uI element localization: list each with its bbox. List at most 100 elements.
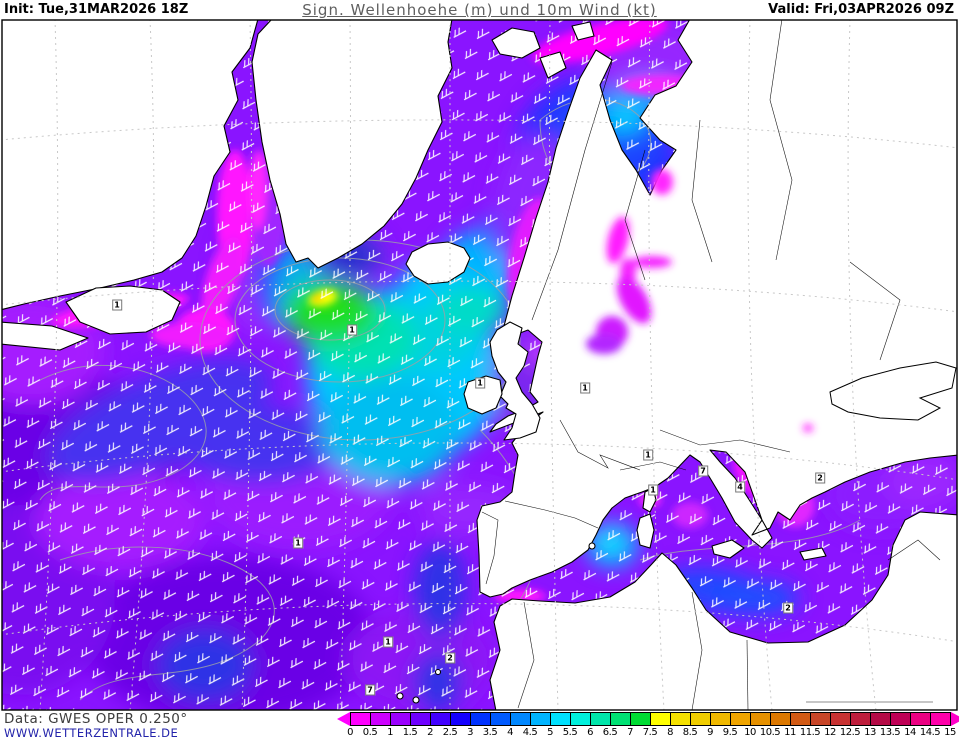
- contour-label: 1: [383, 636, 393, 648]
- ireland: [463, 375, 503, 415]
- contour-label: 1: [475, 377, 485, 389]
- black-sea: [829, 361, 957, 421]
- colorbar-tick: 0.5: [362, 727, 378, 738]
- colorbar-cell: [891, 713, 911, 725]
- colorbar-cell: [551, 713, 571, 725]
- eurasia: [476, 20, 957, 598]
- colorbar-cell: [711, 713, 731, 725]
- colorbar-cell: [671, 713, 691, 725]
- wave-height-map: [1, 19, 958, 711]
- sardinia: [636, 513, 655, 549]
- colorbar-tick: 6: [587, 727, 593, 738]
- colorbar-tick: 2: [427, 727, 433, 738]
- colorbar-tick: 15: [944, 727, 956, 738]
- colorbar-cell: [731, 713, 751, 725]
- colorbar-tick: 3.5: [482, 727, 498, 738]
- colorbar-tick: 6.5: [602, 727, 618, 738]
- colorbar-cell: [571, 713, 591, 725]
- colorbar-cell: [631, 713, 651, 725]
- init-time-label: Init: Tue,31MAR2026 18Z: [4, 2, 189, 17]
- colorbar-cell: [851, 713, 871, 725]
- colorbar-tick: 14: [904, 727, 916, 738]
- contour-label: 1: [580, 382, 590, 394]
- colorbar-tick: 4: [507, 727, 513, 738]
- colorbar-tick: 9: [707, 727, 713, 738]
- colorbar-cell: [811, 713, 831, 725]
- colorbar-cell: [691, 713, 711, 725]
- sicily: [711, 539, 745, 559]
- canary-island-2: [412, 696, 420, 704]
- colorbar-tick: 0: [347, 727, 353, 738]
- iceland: [405, 241, 471, 285]
- arctic-island: [571, 21, 595, 41]
- colorbar-cell: [531, 713, 551, 725]
- colorbar-cell: [471, 713, 491, 725]
- balearic-island: [588, 542, 596, 550]
- graticule: [2, 20, 957, 710]
- colorbar-cell: [411, 713, 431, 725]
- colorbar-cell: [391, 713, 411, 725]
- colorbar-cell: [351, 713, 371, 725]
- africa-middle-east: [489, 511, 957, 710]
- colorbar-cell: [931, 713, 950, 725]
- contour-label: 2: [783, 602, 793, 614]
- header: Init: Tue,31MAR2026 18Z Sign. Wellenhoeh…: [0, 0, 959, 19]
- colorbar-left-arrow: [337, 712, 350, 726]
- enclosed-seas: [586, 169, 813, 432]
- contour-label: 1: [293, 537, 303, 549]
- contour-label: 7: [698, 465, 708, 477]
- nova-scotia: [2, 321, 89, 351]
- contour-label: 7: [365, 684, 375, 696]
- colorbar-tick: 13.5: [879, 727, 901, 738]
- colorbar-cell: [451, 713, 471, 725]
- colorbar-cell: [651, 713, 671, 725]
- data-source-label: Data: GWES OPER 0.250°: [4, 711, 188, 727]
- colorbar-cell: [591, 713, 611, 725]
- svalbard-east: [539, 51, 567, 79]
- colorbar-tick: 10: [744, 727, 756, 738]
- colorbar-cell: [871, 713, 891, 725]
- colorbar-tick: 11.5: [799, 727, 821, 738]
- colorbar-cells: [350, 712, 951, 726]
- colorbar-cell: [911, 713, 931, 725]
- crete: [799, 547, 827, 561]
- colorbar-tick: 1.5: [402, 727, 418, 738]
- canary-island-1: [396, 692, 404, 700]
- colorbar-right-arrow: [951, 712, 959, 726]
- colorbar-tick: 9.5: [722, 727, 738, 738]
- colorbar-cell: [611, 713, 631, 725]
- north-america: [2, 20, 259, 311]
- colorbar-tick: 2.5: [442, 727, 458, 738]
- colorbar-tick: 12: [824, 727, 836, 738]
- country-borders: [481, 20, 941, 710]
- colorbar-tick: 10.5: [759, 727, 781, 738]
- colorbar-tick: 8: [667, 727, 673, 738]
- colorbar-cell: [831, 713, 851, 725]
- colorbar-tick-labels: 0 0.5 1 1.5 2 2.5 3 3.5 4 4.5 5 5.5 6 6.5 7 7.5 8 8.5 9 9.5…: [347, 727, 959, 740]
- madeira-island: [434, 668, 442, 676]
- colorbar-cell: [771, 713, 791, 725]
- colorbar-tick: 4.5: [522, 727, 538, 738]
- colorbar-cell: [491, 713, 511, 725]
- colorbar-tick: 7: [627, 727, 633, 738]
- land-masses: [2, 20, 957, 710]
- colorbar: [337, 712, 959, 726]
- great-britain: [489, 321, 541, 441]
- colorbar-tick: 3: [467, 727, 473, 738]
- colorbar-tick: 5.5: [562, 727, 578, 738]
- contour-label: 1: [648, 484, 658, 496]
- newfoundland: [65, 285, 181, 335]
- contour-label: 1: [347, 324, 357, 336]
- contour-label: 2: [815, 472, 825, 484]
- colorbar-tick: 11: [784, 727, 796, 738]
- colorbar-tick: 14.5: [919, 727, 941, 738]
- website-link[interactable]: WWW.WETTERZENTRALE.DE: [4, 726, 179, 740]
- colorbar-cell: [511, 713, 531, 725]
- colorbar-cell: [371, 713, 391, 725]
- colorbar-tick: 7.5: [642, 727, 658, 738]
- colorbar-tick: 12.5: [839, 727, 861, 738]
- colorbar-cell: [751, 713, 771, 725]
- svalbard: [491, 27, 541, 59]
- map-area: 1 1 1 1 1 7 4 1 2 1 2 1 2 7: [0, 19, 959, 711]
